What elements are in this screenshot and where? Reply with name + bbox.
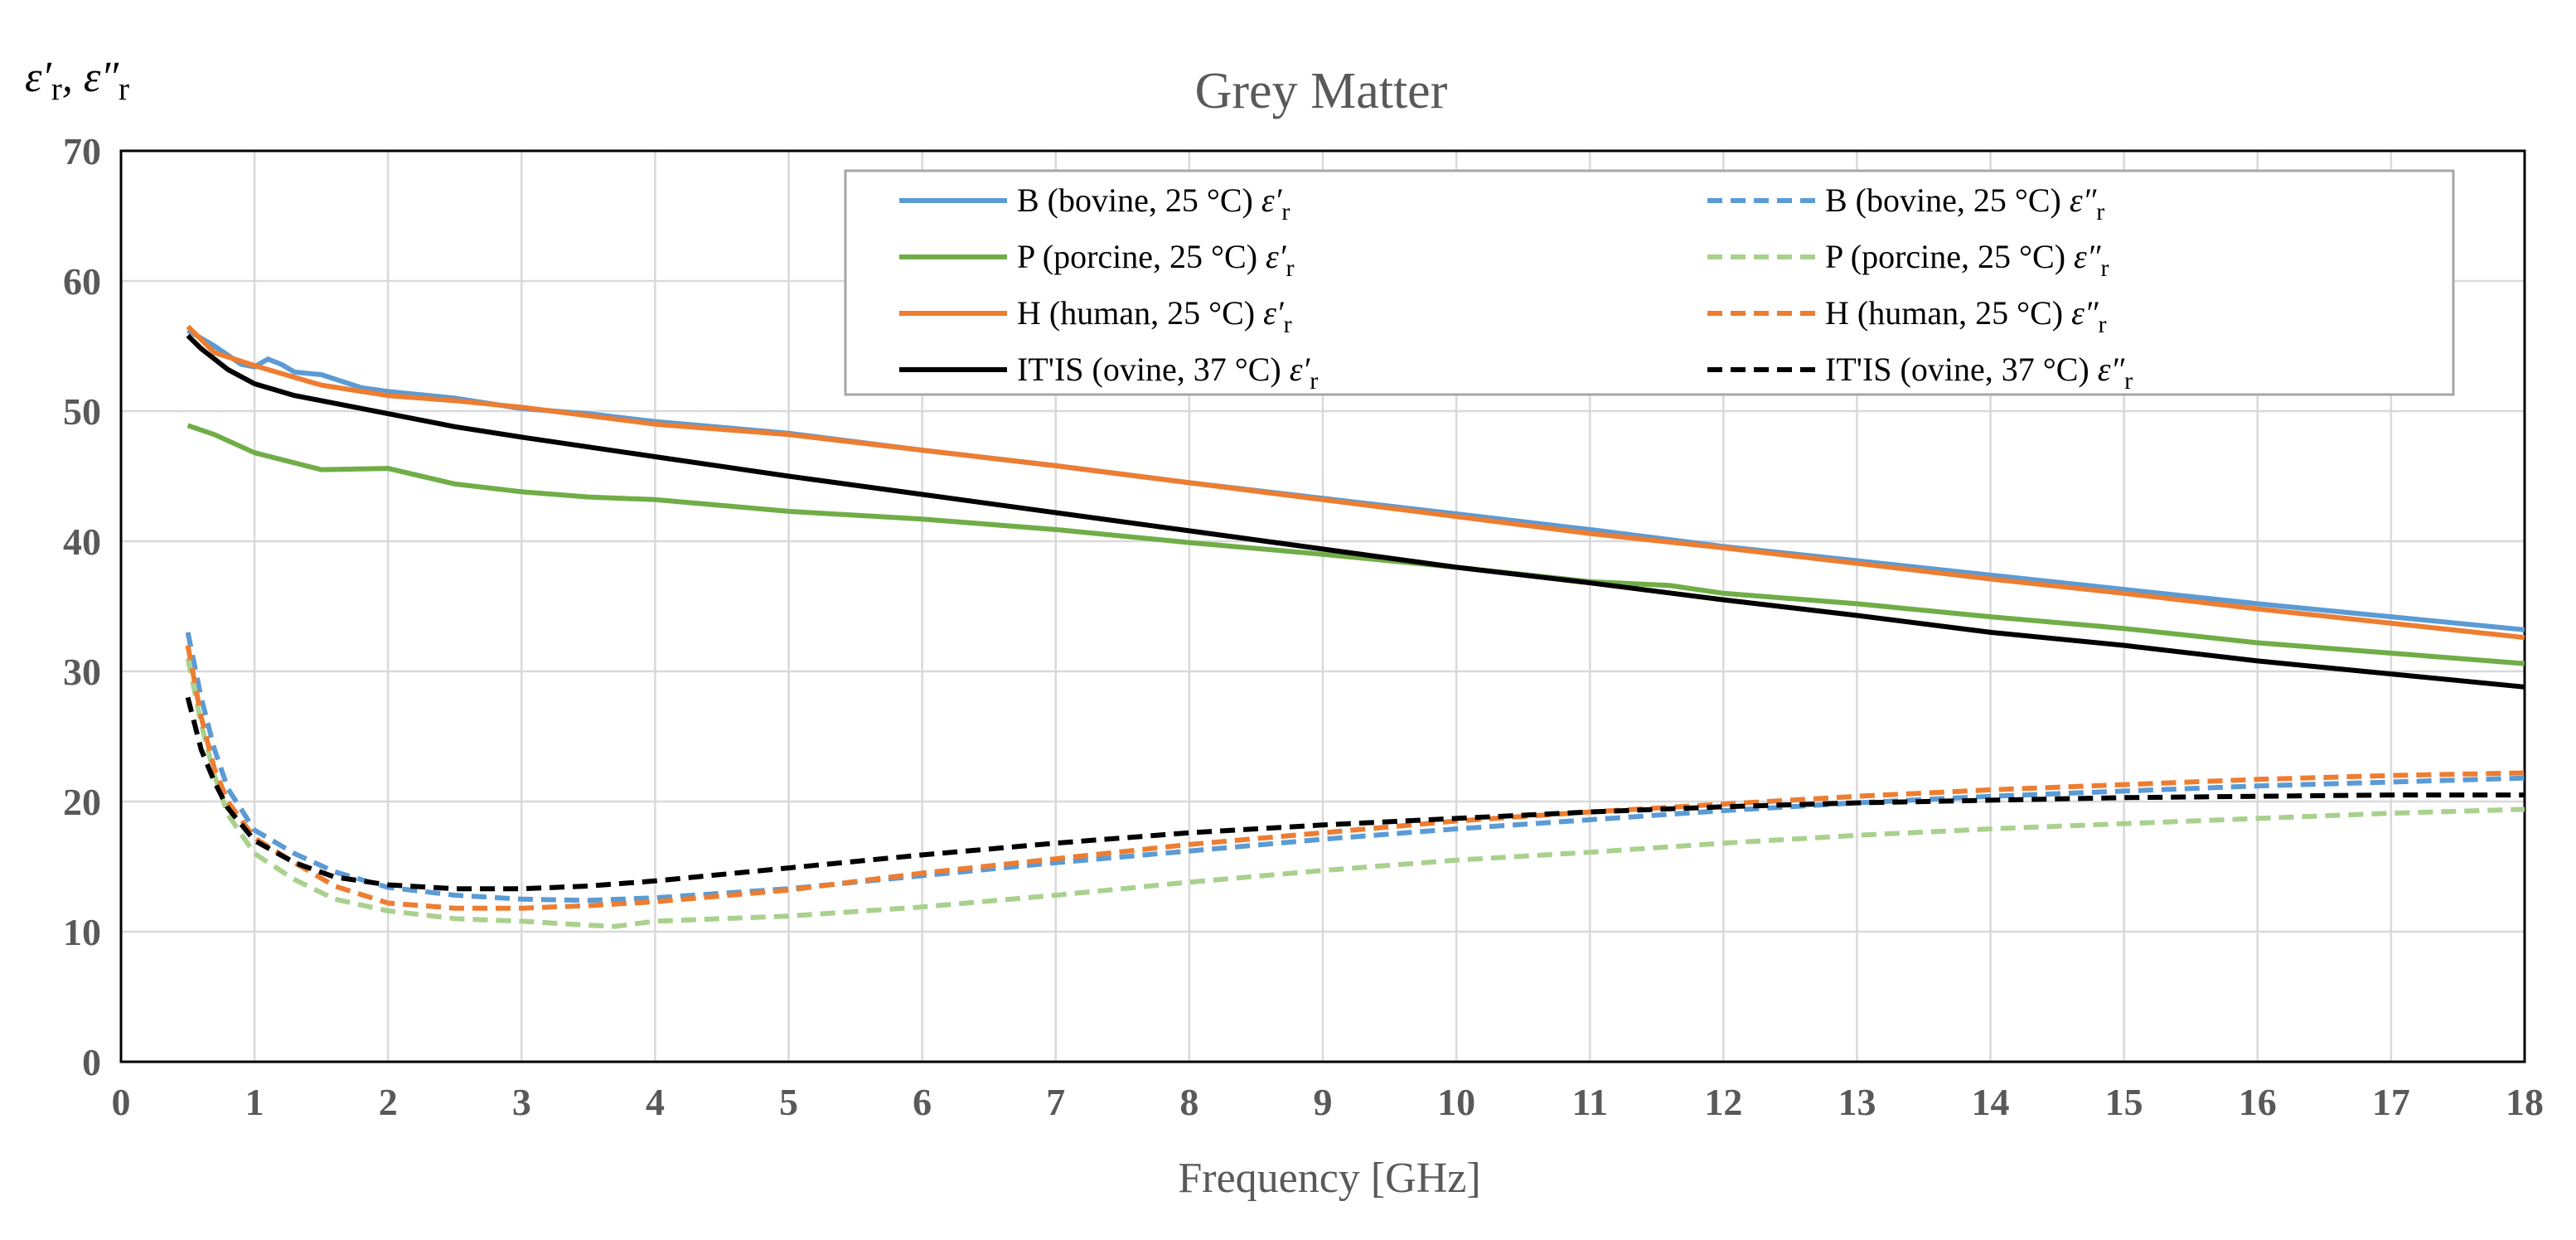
- y-tick-label: 10: [63, 911, 101, 953]
- y-tick-label: 30: [63, 651, 101, 693]
- y-tick-label: 20: [63, 781, 101, 823]
- y-tick-label: 40: [63, 521, 101, 563]
- y-tick-label: 50: [63, 390, 101, 433]
- legend-entry: H (human, 25 °C) ε″r​: [1825, 294, 2107, 338]
- y-tick-label: 70: [63, 130, 101, 172]
- series-line-4: [186, 333, 2525, 690]
- x-tick-label: 4: [646, 1081, 665, 1123]
- y-tick-label: 0: [82, 1041, 101, 1083]
- x-tick-label: 14: [1972, 1081, 2010, 1123]
- legend-entry: IT'IS (ovine, 37 °C) ε″r​: [1825, 351, 2133, 395]
- grid-x: [253, 151, 2393, 1062]
- x-tick-labels: 0 1 2 3 4 5 6 7 8 9 10 11 12 13 14 15 16 17 18: [112, 1081, 2545, 1123]
- series-line-3: [186, 324, 2525, 641]
- x-tick-label: 1: [245, 1081, 264, 1123]
- legend-entry: P (porcine, 25 °C) ε″r​: [1825, 238, 2109, 282]
- series-layer: [185, 324, 2525, 929]
- x-tick-label: 16: [2239, 1081, 2277, 1123]
- x-tick-label: 7: [1046, 1081, 1065, 1123]
- plot-frame: [119, 149, 2526, 1063]
- y-tick-label: 60: [63, 260, 101, 303]
- x-tick-label: 2: [379, 1081, 398, 1123]
- y-axis-label: ε′r​, ε″r​: [25, 54, 129, 107]
- x-tick-label: 10: [1437, 1081, 1475, 1123]
- y-tick-labels: 0 10 20 30 40 50 60 70: [63, 130, 101, 1083]
- x-tick-label: 8: [1179, 1081, 1198, 1123]
- x-tick-label: 15: [2105, 1081, 2143, 1123]
- legend-entry: P (porcine, 25 °C) ε′r​: [1017, 238, 1295, 282]
- legend-entry: B (bovine, 25 °C) ε′r​: [1017, 182, 1290, 225]
- x-tick-label: 5: [779, 1081, 798, 1123]
- legend-entry: B (bovine, 25 °C) ε″r​: [1825, 182, 2104, 225]
- legend-box: [844, 169, 2455, 396]
- series-line-6: [185, 657, 2525, 929]
- x-tick-label: 12: [1704, 1081, 1742, 1123]
- legend: B (bovine, 25 °C) ε′r​ P (porcine, 25 °C)…: [844, 169, 2455, 396]
- legend-entry: H (human, 25 °C) ε′r​: [1017, 294, 1292, 338]
- series-line-2: [186, 423, 2525, 666]
- x-tick-label: 0: [112, 1081, 131, 1123]
- chart-title: Grey Matter: [1195, 63, 1448, 119]
- x-axis-label: Frequency [GHz]: [1178, 1155, 1480, 1202]
- x-tick-label: 11: [1571, 1081, 1607, 1123]
- series-line-8: [185, 696, 2525, 892]
- x-tick-label: 9: [1314, 1081, 1333, 1123]
- x-tick-label: 6: [913, 1081, 932, 1123]
- x-tick-label: 17: [2372, 1081, 2410, 1123]
- x-tick-label: 13: [1838, 1081, 1876, 1123]
- x-tick-label: 3: [512, 1081, 531, 1123]
- x-tick-label: 18: [2506, 1081, 2544, 1123]
- legend-entry: IT'IS (ovine, 37 °C) ε′r​: [1017, 351, 1318, 395]
